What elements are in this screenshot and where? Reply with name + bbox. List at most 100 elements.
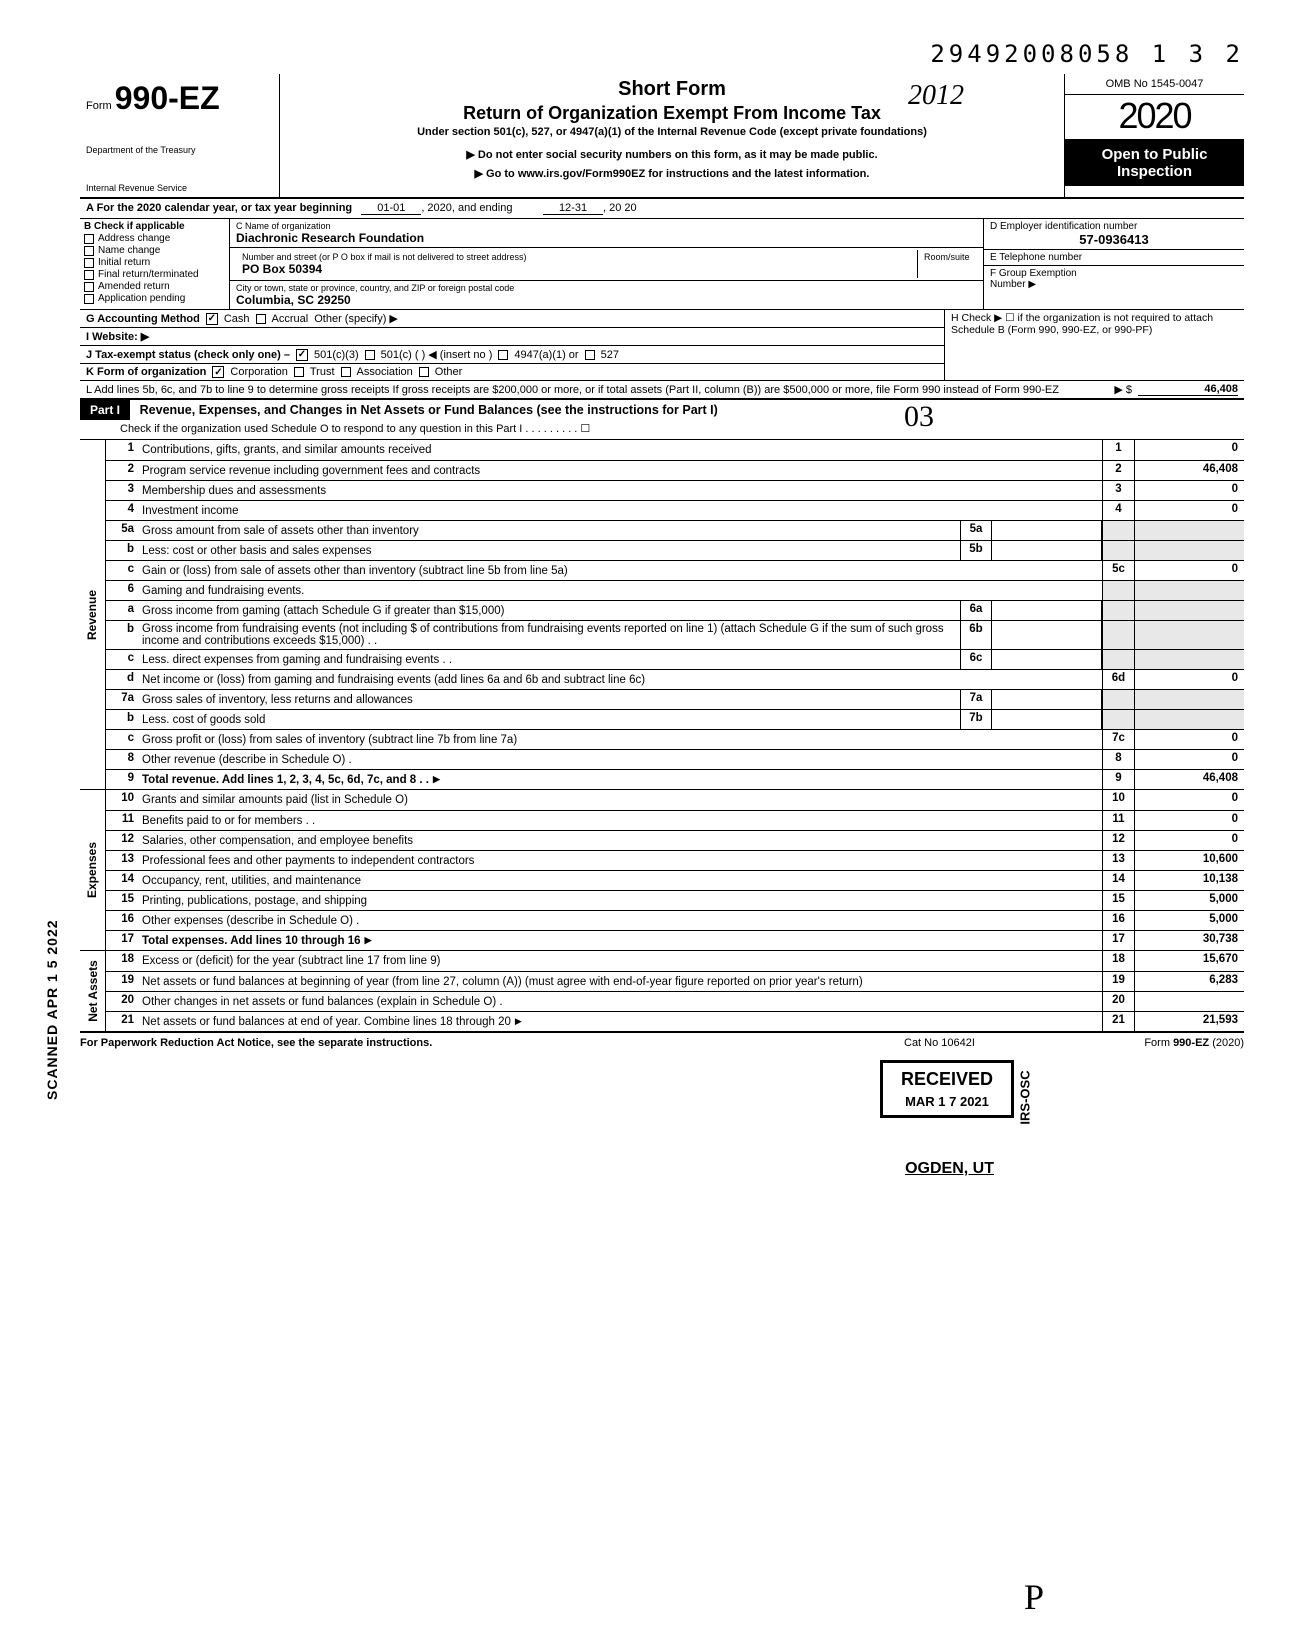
- chk-trust[interactable]: [294, 367, 304, 377]
- col-b-header: B Check if applicable: [84, 221, 225, 232]
- addr-label: Number and street (or P O box if mail is…: [242, 252, 911, 262]
- handwritten-p: P: [1024, 1576, 1044, 1618]
- ein-value[interactable]: 57-0936413: [990, 232, 1238, 247]
- chk-accrual[interactable]: [256, 314, 266, 324]
- line-7a-desc: Gross sales of inventory, less returns a…: [138, 690, 960, 709]
- part1-label: Part I: [80, 400, 130, 420]
- phone-label: E Telephone number: [990, 252, 1238, 263]
- dept-irs: Internal Revenue Service: [86, 183, 271, 193]
- lbl-corp: Corporation: [230, 366, 287, 378]
- line-14-val[interactable]: 10,138: [1134, 871, 1244, 890]
- line-7a-val[interactable]: [992, 690, 1102, 709]
- line-6c-val[interactable]: [992, 650, 1102, 669]
- part1-header: Part I Revenue, Expenses, and Changes in…: [80, 399, 1244, 440]
- chk-amended-return[interactable]: [84, 282, 94, 292]
- line-6b-desc: Gross income from fundraising events (no…: [138, 621, 960, 649]
- line-17-desc: Total expenses. Add lines 10 through 16: [138, 931, 1102, 950]
- page-footer: For Paperwork Reduction Act Notice, see …: [80, 1033, 1244, 1049]
- line-5a-val[interactable]: [992, 521, 1102, 540]
- line-6c-desc: Less. direct expenses from gaming and fu…: [138, 650, 960, 669]
- line-5b-desc: Less: cost or other basis and sales expe…: [138, 541, 960, 560]
- lbl-name-change: Name change: [98, 245, 160, 256]
- chk-501c[interactable]: [365, 350, 375, 360]
- line-12-val[interactable]: 0: [1134, 831, 1244, 850]
- line-21-val[interactable]: 21,593: [1134, 1012, 1244, 1031]
- netassets-side-label: Net Assets: [86, 960, 100, 1022]
- line-6-desc: Gaming and fundraising events.: [138, 581, 1102, 600]
- city-value[interactable]: Columbia, SC 29250: [236, 293, 977, 307]
- line-6d-val[interactable]: 0: [1134, 670, 1244, 689]
- chk-name-change[interactable]: [84, 246, 94, 256]
- line-4-val[interactable]: 0: [1134, 501, 1244, 520]
- line-8-desc: Other revenue (describe in Schedule O) .: [138, 750, 1102, 769]
- line-11-val[interactable]: 0: [1134, 811, 1244, 830]
- chk-527[interactable]: [585, 350, 595, 360]
- line-15-val[interactable]: 5,000: [1134, 891, 1244, 910]
- line-15-desc: Printing, publications, postage, and shi…: [138, 891, 1102, 910]
- line-2-desc: Program service revenue including govern…: [138, 461, 1102, 480]
- form-year: 2020: [1065, 95, 1244, 140]
- line-1-val[interactable]: 0: [1134, 440, 1244, 460]
- lbl-other-org: Other: [435, 366, 463, 378]
- lbl-address-change: Address change: [98, 233, 170, 244]
- chk-corporation[interactable]: ✓: [212, 366, 224, 378]
- row-l-arrow: ▶ $: [1114, 383, 1132, 396]
- line-10-val[interactable]: 0: [1134, 790, 1244, 810]
- line-8-val[interactable]: 0: [1134, 750, 1244, 769]
- line-6b-val[interactable]: [992, 621, 1102, 649]
- instr-ssn: ▶ Do not enter social security numbers o…: [292, 148, 1052, 161]
- line-16-val[interactable]: 5,000: [1134, 911, 1244, 930]
- part1-title: Revenue, Expenses, and Changes in Net As…: [134, 400, 724, 420]
- row-l-value[interactable]: 46,408: [1138, 383, 1238, 396]
- line-7b-val[interactable]: [992, 710, 1102, 729]
- line-17-val[interactable]: 30,738: [1134, 931, 1244, 950]
- row-k-label: K Form of organization: [86, 366, 206, 378]
- tax-year-end[interactable]: 12-31: [543, 202, 603, 215]
- line-4-desc: Investment income: [138, 501, 1102, 520]
- line-3-desc: Membership dues and assessments: [138, 481, 1102, 500]
- footer-catno: Cat No 10642I: [904, 1037, 1064, 1049]
- line-2-val[interactable]: 46,408: [1134, 461, 1244, 480]
- lbl-trust: Trust: [310, 366, 335, 378]
- line-13-val[interactable]: 10,600: [1134, 851, 1244, 870]
- tax-year-begin[interactable]: 01-01: [361, 202, 421, 215]
- lbl-final-return: Final return/terminated: [98, 269, 199, 280]
- ein-label: D Employer identification number: [990, 221, 1238, 232]
- lbl-cash: Cash: [224, 313, 250, 325]
- line-19-val[interactable]: 6,283: [1134, 972, 1244, 991]
- addr-value[interactable]: PO Box 50394: [242, 262, 911, 276]
- lbl-assoc: Association: [357, 366, 413, 378]
- chk-other-org[interactable]: [419, 367, 429, 377]
- title-sub: Under section 501(c), 527, or 4947(a)(1)…: [292, 126, 1052, 138]
- revenue-side-label: Revenue: [86, 589, 100, 639]
- line-7c-val[interactable]: 0: [1134, 730, 1244, 749]
- line-18-val[interactable]: 15,670: [1134, 951, 1244, 971]
- netassets-section: Net Assets 18Excess or (deficit) for the…: [80, 951, 1244, 1033]
- row-g-label: G Accounting Method: [86, 313, 200, 325]
- line-6a-val[interactable]: [992, 601, 1102, 620]
- chk-address-change[interactable]: [84, 234, 94, 244]
- org-name-value[interactable]: Diachronic Research Foundation: [236, 231, 977, 245]
- line-9-val[interactable]: 46,408: [1134, 770, 1244, 789]
- stamp-scanned: SCANNED APR 1 5 2022: [44, 919, 60, 1100]
- city-label: City or town, state or province, country…: [236, 283, 977, 293]
- line-3-val[interactable]: 0: [1134, 481, 1244, 500]
- chk-4947[interactable]: [498, 350, 508, 360]
- chk-application-pending[interactable]: [84, 294, 94, 304]
- chk-501c3[interactable]: ✓: [296, 349, 308, 361]
- chk-cash[interactable]: ✓: [206, 313, 218, 325]
- chk-final-return[interactable]: [84, 270, 94, 280]
- group-exempt-label: F Group ExemptionNumber ▶: [990, 268, 1238, 290]
- line-5c-val[interactable]: 0: [1134, 561, 1244, 580]
- chk-initial-return[interactable]: [84, 258, 94, 268]
- dln-code: 29492008058 1 3 2: [80, 40, 1244, 68]
- chk-association[interactable]: [341, 367, 351, 377]
- line-5b-val[interactable]: [992, 541, 1102, 560]
- footer-form: Form 990-EZ (2020): [1064, 1037, 1244, 1049]
- lbl-501c3: 501(c)(3): [314, 349, 359, 361]
- line-20-val[interactable]: [1134, 992, 1244, 1011]
- row-j-label: J Tax-exempt status (check only one) –: [86, 349, 290, 361]
- org-name-label: C Name of organization: [236, 221, 977, 231]
- line-9-desc: Total revenue. Add lines 1, 2, 3, 4, 5c,…: [138, 770, 1102, 789]
- line-18-desc: Excess or (deficit) for the year (subtra…: [138, 951, 1102, 971]
